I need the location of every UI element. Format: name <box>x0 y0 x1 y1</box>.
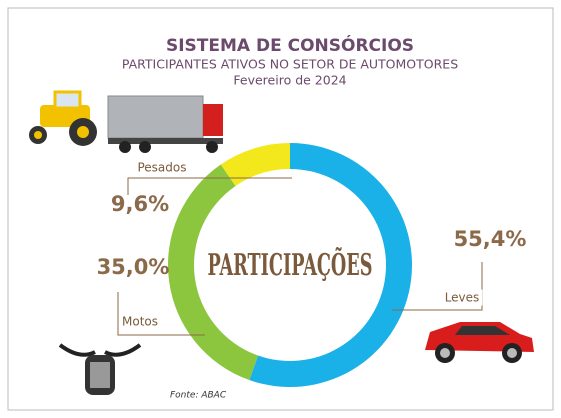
category-label: Motos <box>122 315 158 329</box>
chart-subtitle: PARTICIPANTES ATIVOS NO SETOR DE AUTOMOT… <box>122 57 458 72</box>
category-label: Pesados <box>137 161 186 175</box>
chart-title: SISTEMA DE CONSÓRCIOS <box>166 34 414 56</box>
center-text: PARTICIPAÇÕES <box>208 246 373 283</box>
leader-line <box>117 292 205 336</box>
truck-icon <box>107 95 223 153</box>
leader-line <box>127 177 292 195</box>
value-label: 55,4% <box>454 227 527 251</box>
pie-slice <box>220 143 290 186</box>
chart-date: Fevereiro de 2024 <box>233 73 346 88</box>
car-icon <box>425 322 534 363</box>
motorcycle-icon <box>58 343 142 395</box>
value-label: 35,0% <box>97 255 170 279</box>
label-background <box>441 289 483 306</box>
pie-slice <box>168 164 259 381</box>
label-background <box>134 159 190 176</box>
pie-slice <box>249 143 413 388</box>
category-label: Leves <box>445 291 480 305</box>
value-label: 9,6% <box>111 192 169 216</box>
label-background <box>119 313 161 330</box>
source: Fonte: ABAC <box>170 391 227 401</box>
leader-line <box>392 262 483 311</box>
tractor-icon <box>29 90 97 146</box>
